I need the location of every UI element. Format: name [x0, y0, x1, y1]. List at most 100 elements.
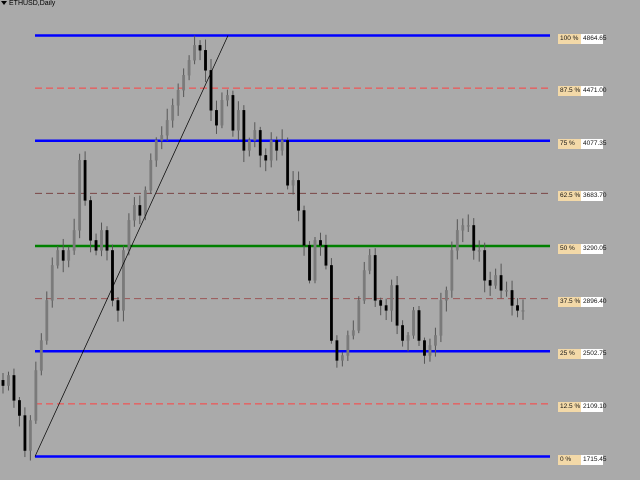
candle — [510, 280, 514, 316]
candle-body — [384, 305, 388, 311]
candle-body — [379, 300, 383, 306]
candle — [171, 98, 175, 128]
candle-body — [330, 265, 333, 341]
candle — [390, 279, 394, 322]
candle — [132, 197, 136, 227]
candle-body — [297, 180, 300, 211]
candle-body — [439, 300, 443, 336]
dropdown-triangle-icon — [1, 1, 7, 6]
chart-title: ETHUSD,Daily — [1, 0, 55, 7]
fib-price: 4077.35 — [581, 138, 607, 149]
candle-body — [286, 140, 290, 186]
fibonacci-trendline[interactable] — [34, 35, 229, 457]
candle — [324, 234, 328, 270]
candle — [494, 268, 498, 289]
candle-body — [395, 285, 399, 326]
candle-body — [417, 310, 421, 341]
candle — [18, 397, 21, 427]
candle — [72, 218, 76, 255]
candle — [198, 40, 202, 61]
candle — [395, 276, 399, 335]
candle — [105, 226, 109, 261]
candle-body — [521, 310, 525, 312]
fib-percent: 50 % — [558, 244, 581, 254]
candle-body — [171, 105, 175, 121]
fib-level-label: 25 % 2502.75 — [558, 349, 607, 360]
candle — [165, 108, 169, 142]
candle — [127, 213, 131, 256]
candle — [231, 90, 235, 137]
candle-body — [450, 250, 454, 291]
candle — [7, 371, 10, 391]
fib-level-label: 62.5 % 3683.70 — [558, 191, 607, 202]
candle-body — [280, 140, 284, 151]
candle — [477, 240, 481, 262]
candle — [434, 327, 437, 357]
candle — [330, 258, 333, 344]
fib-price: 2896.40 — [581, 296, 607, 307]
candle — [34, 361, 38, 424]
candle-body — [176, 90, 180, 106]
candle — [1, 372, 5, 394]
candle — [209, 58, 213, 122]
candle — [12, 368, 16, 408]
candle-body — [483, 250, 487, 281]
fib-level-label: 75 % 4077.35 — [558, 138, 607, 149]
fib-level-label: 50 % 3290.05 — [558, 244, 607, 254]
candle — [50, 257, 54, 308]
candle — [406, 332, 410, 352]
candle-body — [105, 230, 109, 251]
candle — [67, 246, 71, 268]
fib-level-label: 87.5 % 4471.00 — [558, 86, 607, 97]
candle — [351, 320, 355, 340]
candle-body — [357, 300, 361, 331]
candle-body — [127, 220, 131, 251]
candle-body — [215, 110, 218, 126]
fib-price: 1715.45 — [581, 454, 607, 465]
candle-body — [132, 205, 136, 221]
candle-body — [444, 290, 448, 301]
candle-body — [423, 340, 426, 356]
candle-body — [412, 310, 415, 336]
candle — [313, 236, 317, 284]
candle-body — [269, 140, 273, 161]
candle-body — [100, 230, 103, 251]
candle — [247, 137, 251, 157]
candle-body — [434, 335, 437, 346]
candle — [308, 241, 311, 284]
fib-price: 4864.65 — [581, 33, 607, 44]
fib-percent: 12.5 % — [558, 401, 581, 412]
candle — [466, 214, 470, 232]
candle — [379, 297, 383, 316]
candle — [220, 92, 224, 129]
candle-body — [510, 290, 514, 306]
candle — [56, 246, 60, 269]
candle — [340, 352, 344, 367]
candle — [516, 298, 519, 318]
candle — [138, 195, 142, 225]
candle-body — [72, 230, 76, 251]
candle-body — [187, 60, 191, 76]
candle-body — [231, 95, 235, 131]
candle — [280, 129, 284, 156]
candle-body — [258, 130, 262, 156]
candle-body — [165, 120, 169, 136]
candle — [483, 242, 487, 293]
candle-body — [351, 330, 355, 336]
candle-body — [61, 250, 65, 261]
candle-body — [494, 275, 498, 286]
candle — [499, 263, 503, 299]
candle — [28, 415, 32, 461]
candle-body — [111, 250, 114, 301]
candle — [335, 335, 339, 368]
candle — [319, 232, 322, 256]
candle-body — [346, 335, 350, 356]
fib-level-label: 37.5 % 2896.40 — [558, 296, 607, 307]
candle — [45, 291, 49, 345]
candle-body — [45, 300, 49, 341]
candle-body — [94, 240, 98, 251]
candle — [226, 89, 229, 107]
candle-body — [56, 250, 60, 266]
candle-body — [23, 415, 27, 451]
